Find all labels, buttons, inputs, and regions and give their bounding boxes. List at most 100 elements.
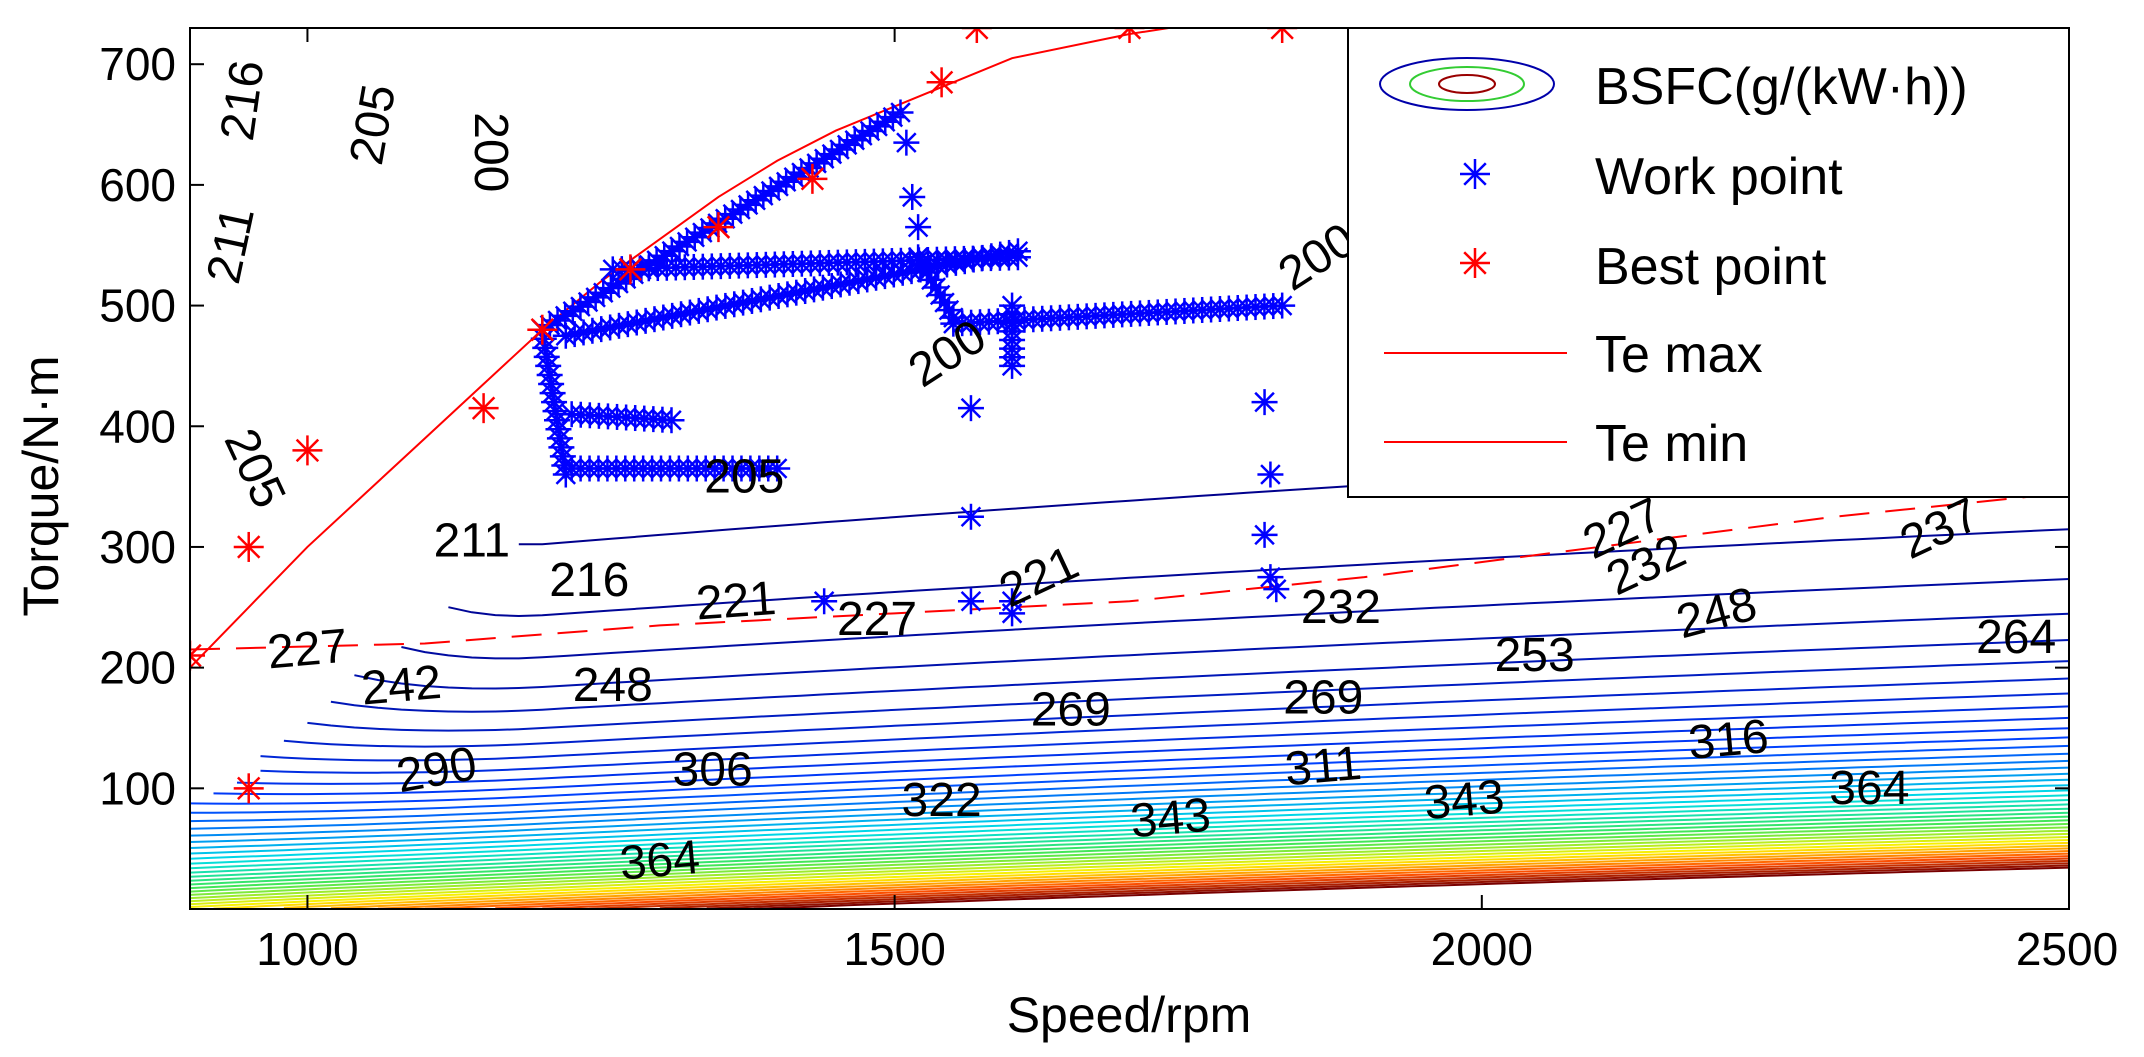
bsfc-contour-line [190, 832, 2069, 903]
y-tick-label: 500 [99, 280, 176, 332]
x-tick-label: 2000 [1431, 923, 1533, 975]
contour-label: 364 [1829, 762, 1909, 815]
best-point [1114, 28, 1145, 43]
best-point [468, 393, 499, 424]
work-point [712, 292, 739, 319]
bsfc-contour-line [190, 752, 2069, 823]
work-point [614, 311, 641, 338]
bsfc-contour-line [190, 744, 2069, 814]
legend-bsfc-swatch [1379, 57, 1555, 111]
bsfc-contour-lines [190, 443, 2069, 909]
work-point [905, 214, 932, 241]
work-point [957, 395, 984, 422]
bsfc-contour-line [190, 784, 2069, 855]
bsfc-contour-line [213, 841, 2069, 909]
contour-label: 248 [1671, 577, 1762, 649]
work-point [899, 183, 926, 210]
bsfc-contour-line [330, 847, 2069, 909]
y-axis-title: Torque/N·m [13, 355, 69, 616]
bsfc-contour-line [190, 759, 2069, 830]
best-point [961, 28, 992, 43]
contour-label: 253 [1495, 629, 1575, 682]
bsfc-contour-line [589, 859, 2069, 909]
bsfc-contour-line [190, 826, 2069, 896]
work-point [641, 306, 668, 333]
x-tick-label: 1000 [256, 923, 358, 975]
contour-label: 205 [214, 421, 296, 516]
best-point [292, 435, 323, 466]
work-point [1257, 564, 1284, 591]
contour-label: 264 [1976, 611, 2056, 664]
best-point [1267, 28, 1298, 43]
legend-best-point-swatch [1460, 248, 1490, 278]
work-point [694, 296, 721, 323]
contour-label: 227 [265, 620, 349, 680]
y-axis-ticks: 100 200 300 400 500 600 700 [99, 38, 2069, 814]
work-point [542, 398, 569, 425]
work-point [579, 317, 606, 344]
contour-label: 248 [573, 659, 653, 712]
legend-label-bsfc: BSFC(g/(kW·h)) [1595, 58, 1968, 116]
best-point [190, 640, 205, 671]
contour-label: 364 [618, 831, 702, 891]
work-point [1257, 461, 1284, 488]
legend-work-point-marker [1460, 159, 1490, 189]
legend-label-te-min: Te min [1595, 415, 1748, 473]
work-point [811, 588, 838, 615]
contour-label: 211 [434, 514, 511, 567]
work-point [1263, 576, 1290, 603]
contour-label: 306 [673, 744, 753, 797]
contour-label: 216 [211, 57, 275, 144]
work-point [1251, 521, 1278, 548]
best-point [797, 163, 828, 194]
best-point [926, 67, 957, 98]
work-point [801, 276, 828, 303]
legend: BSFC(g/(kW·h)) Work point Best point Te … [1347, 27, 2070, 498]
bsfc-contour-line [190, 822, 2069, 893]
contour-label: 205 [340, 81, 406, 169]
torque-limit-lines [190, 28, 2069, 669]
work-point [541, 389, 568, 416]
bsfc-contour-line [190, 807, 2069, 878]
te-max-line [190, 28, 1176, 669]
bsfc-contour-line [190, 772, 2069, 843]
bsfc-contour-line [260, 692, 2069, 762]
bsfc-contour-line [213, 727, 2069, 796]
work-point [658, 407, 685, 434]
best-point [233, 531, 264, 562]
legend-label-best-point: Best point [1595, 238, 1827, 296]
bsfc-contour-line [190, 794, 2069, 865]
x-axis-title: Speed/rpm [1007, 987, 1252, 1043]
y-tick-label: 600 [99, 159, 176, 211]
bsfc-contour-line [236, 716, 2069, 785]
bsfc-contour-line [706, 864, 2069, 909]
bsfc-contour-line [542, 857, 2069, 909]
work-point [650, 304, 677, 331]
y-tick-label: 400 [99, 400, 176, 452]
bsfc-contour-line [401, 578, 2069, 660]
work-point [935, 297, 962, 324]
best-points [190, 28, 1447, 804]
bsfc-contour-line [190, 803, 2069, 874]
best-point [615, 254, 646, 285]
bsfc-contour-line [753, 866, 2069, 909]
bsfc-contour-line [190, 836, 2069, 906]
best-point [527, 314, 558, 345]
work-point [764, 455, 791, 482]
contour-label: 343 [1128, 789, 1212, 849]
bsfc-contour-line [377, 850, 2069, 909]
bsfc-contour-line [190, 778, 2069, 849]
contour-label: 205 [704, 450, 784, 503]
contour-label: 322 [902, 774, 982, 827]
bsfc-contour-line [190, 799, 2069, 870]
work-point [957, 503, 984, 530]
work-point [783, 279, 810, 306]
legend-label-te-max: Te max [1595, 326, 1763, 384]
legend-work-point-swatch [1460, 159, 1490, 189]
bsfc-contour-line [330, 639, 2069, 713]
bsfc-contour-line [307, 660, 2069, 732]
legend-label-work-point: Work point [1595, 148, 1843, 206]
contour-label: 311 [1283, 737, 1364, 796]
contour-label: 227 [837, 593, 917, 646]
